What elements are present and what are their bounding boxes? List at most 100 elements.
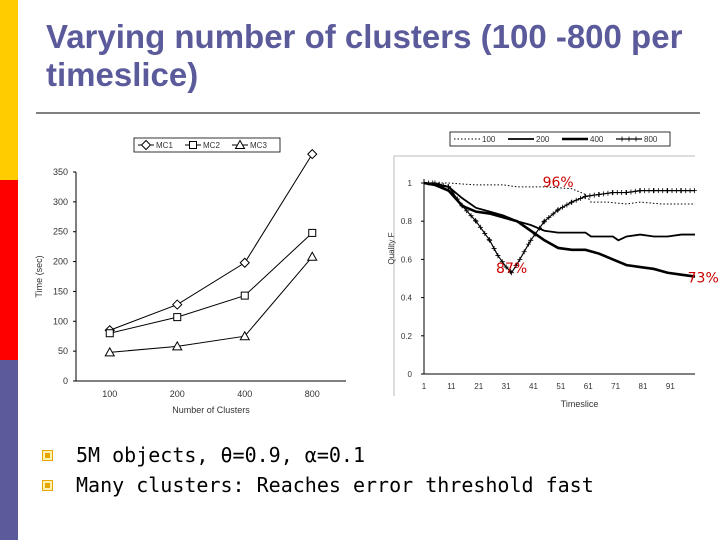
x-tick-label: 200 (170, 389, 185, 399)
legend-label-mc2: MC2 (203, 141, 220, 150)
x-tick-label: 61 (584, 382, 593, 391)
series-line-mc2 (109, 232, 313, 334)
legend: 100 200 400 800 (449, 131, 671, 147)
data-point-800 (578, 195, 584, 201)
y-tick-label: 100 (53, 316, 68, 326)
data-point-800 (550, 211, 556, 217)
data-point-800 (669, 188, 675, 194)
sidebar-yellow-block (0, 0, 18, 180)
data-point-800 (526, 241, 532, 247)
annotation-label: 73% (688, 270, 719, 286)
y-tick-label: 0.6 (401, 255, 413, 264)
legend-marker-800 (626, 136, 632, 142)
x-tick-label: 41 (529, 382, 538, 391)
data-point-800 (537, 225, 543, 231)
data-point-800 (487, 237, 493, 243)
data-point-800 (573, 197, 579, 203)
y-tick-label: 350 (53, 167, 68, 177)
data-point-800 (642, 188, 648, 194)
data-point-800 (509, 270, 515, 276)
data-point-800 (651, 188, 657, 194)
data-point-800 (541, 218, 547, 224)
data-point-800 (454, 196, 460, 202)
data-point-mc3 (306, 251, 318, 261)
data-point-800 (560, 204, 566, 210)
legend-label-400: 400 (590, 135, 604, 144)
series-line-100 (424, 182, 695, 205)
y-tick-label: 300 (53, 197, 68, 207)
data-point-800 (605, 190, 611, 196)
data-point-800 (546, 215, 552, 221)
legend-label-100: 100 (482, 135, 496, 144)
data-point-800 (482, 230, 488, 236)
annotation-label: 87% (496, 261, 527, 277)
data-point-mc1 (307, 148, 318, 160)
data-point-800 (421, 180, 427, 186)
sidebar-stripe (0, 0, 18, 540)
data-point-800 (508, 269, 514, 275)
data-point-800 (683, 188, 689, 194)
data-point-800 (486, 237, 492, 243)
y-tick-label: 0.2 (401, 332, 413, 341)
data-point-800 (513, 263, 519, 269)
y-tick-label: 150 (53, 286, 68, 296)
data-point-800 (632, 188, 638, 194)
data-point-800 (624, 190, 630, 196)
data-point-800 (564, 202, 570, 208)
data-point-mc1 (172, 299, 183, 310)
data-point-mc3 (239, 330, 251, 341)
x-tick-label: 1 (422, 382, 427, 391)
legend-marker-mc2 (189, 141, 197, 149)
data-point-800 (614, 190, 620, 196)
data-point-mc3 (104, 346, 116, 357)
data-point-mc3 (171, 340, 183, 351)
bullet-list: 5M objects, θ=0.9, α=0.1 Many clusters: … (42, 440, 702, 500)
data-point-800 (450, 190, 456, 196)
data-point-800 (591, 192, 597, 198)
data-point-800 (555, 207, 561, 213)
quality-vs-timeslice-chart: 00.20.40.60.811 11 21 31 41 51 61 71 81 91Timesli… (387, 131, 719, 409)
data-point-800 (687, 188, 693, 194)
data-point-800 (459, 203, 465, 209)
data-point-mc1 (239, 257, 250, 268)
time-vs-clusters-chart: 0 50 100 150 200 250 300 350 100 200 400 800 Number … (34, 137, 346, 415)
x-tick-label: 81 (639, 382, 648, 391)
data-point-800 (601, 191, 607, 197)
data-point-800 (472, 218, 478, 224)
bullet-icon (42, 480, 53, 491)
y-tick-label: 0 (63, 376, 68, 386)
data-point-800 (678, 188, 684, 194)
series-line-200 (423, 182, 695, 242)
data-point-800 (441, 182, 447, 188)
y-tick-label: 0.8 (401, 217, 413, 226)
data-point-800 (432, 180, 438, 186)
data-point-mc2 (308, 228, 317, 237)
series-line-400 (423, 181, 696, 278)
y-tick-label: 1 (408, 179, 413, 188)
data-point-mc2 (105, 329, 114, 338)
data-point-800 (596, 191, 602, 197)
legend-box (449, 131, 671, 147)
data-point-800 (499, 259, 505, 265)
data-point-800 (473, 218, 479, 224)
y-tick-label: 0 (408, 370, 413, 379)
bullet-item: 5M objects, θ=0.9, α=0.1 (42, 440, 702, 470)
data-point-800 (495, 253, 501, 259)
x-tick-label: 71 (611, 382, 620, 391)
data-point-800 (665, 188, 671, 194)
data-point-800 (637, 188, 643, 194)
data-point-800 (477, 224, 483, 230)
data-point-800 (619, 190, 625, 196)
data-point-800 (425, 180, 431, 186)
y-tick-label: 0.4 (401, 294, 413, 303)
data-point-800 (491, 245, 497, 251)
sidebar-red-block (0, 180, 18, 360)
data-point-800 (628, 189, 634, 195)
legend-marker-mc1 (140, 139, 152, 151)
bullet-text: 5M objects, θ=0.9, α=0.1 (76, 443, 365, 467)
data-point-800 (569, 199, 575, 205)
x-tick-label: 31 (502, 382, 511, 391)
data-point-800 (655, 188, 661, 194)
legend: MC1 MC2 MC3 (133, 137, 281, 153)
y-tick-label: 250 (53, 227, 68, 237)
